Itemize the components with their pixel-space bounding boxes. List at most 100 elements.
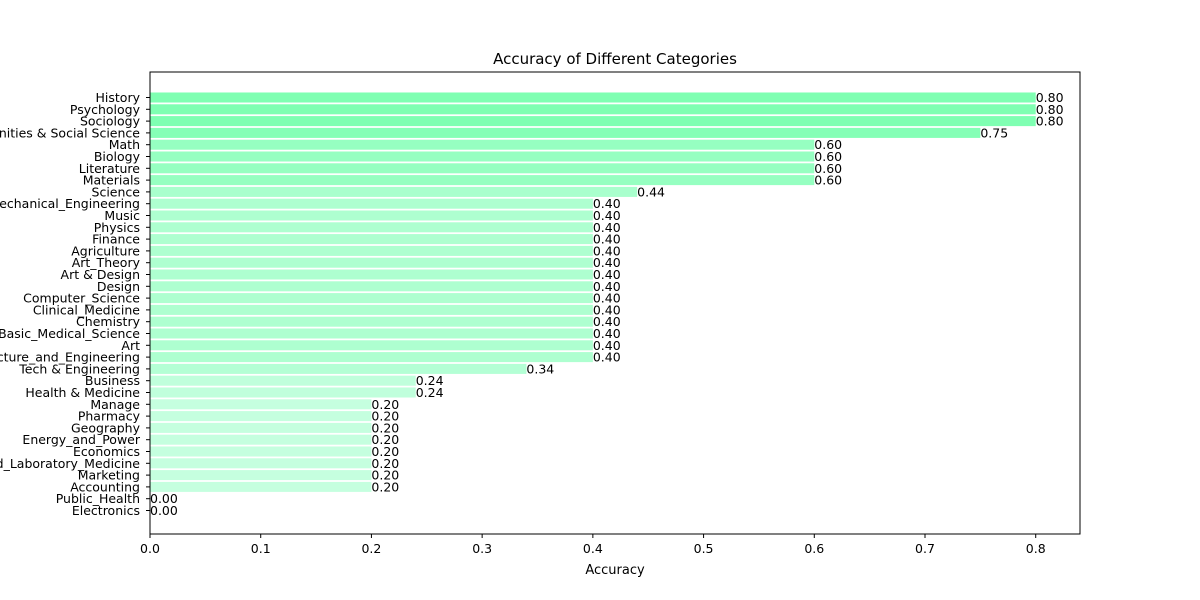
category-label: Electronics [72,503,140,518]
category-label: Computer_Science [23,291,140,306]
x-tick-label: 0.8 [1026,541,1046,556]
category-label: Art [121,338,140,353]
bar-value-label: 0.00 [150,491,178,506]
bar-value-label: 0.75 [980,125,1008,140]
bar-value-label: 0.24 [416,385,444,400]
bar [150,281,593,292]
bar-value-label: 0.20 [371,444,399,459]
bar [150,316,593,327]
bar [150,222,593,233]
bar-value-label: 0.20 [371,409,399,424]
bar-value-label: 0.44 [637,184,665,199]
x-tick-label: 0.2 [361,541,381,556]
category-label: Chemistry [76,314,141,329]
category-label: Tech & Engineering [18,361,140,376]
category-label: Finance [92,232,140,247]
category-label: Science [92,184,141,199]
bar-value-label: 0.20 [371,420,399,435]
category-label: Physics [94,220,140,235]
category-label: Psychology [70,102,141,117]
category-label: Humanities & Social Science [0,125,140,140]
bar [150,352,593,363]
bar-value-label: 0.20 [371,397,399,412]
category-label: Business [85,373,140,388]
x-tick-label: 0.1 [251,541,271,556]
bar [150,210,593,221]
bar [150,104,1036,115]
category-label: Math [109,137,140,152]
bar [150,304,593,315]
category-label: Energy_and_Power [22,432,140,447]
bar-value-label: 0.40 [593,220,621,235]
category-label: Basic_Medical_Science [0,326,140,341]
category-label: Literature [79,161,141,176]
bar-value-label: 0.40 [593,338,621,353]
x-tick-label: 0.4 [583,541,603,556]
bar-value-label: 0.40 [593,267,621,282]
bar [150,399,372,410]
bar [150,458,372,469]
bar-value-label: 0.80 [1036,90,1064,105]
bar-value-label: 0.40 [593,279,621,294]
bar-value-label: 0.60 [814,173,842,188]
bar-value-label: 0.00 [150,503,178,518]
category-label: Materials [83,173,140,188]
bar [150,387,416,398]
bar [150,92,1036,103]
bar [150,293,593,304]
bar [150,245,593,256]
bar-value-label: 0.80 [1036,114,1064,129]
bar [150,411,372,422]
bar [150,186,638,197]
bar [150,328,593,339]
category-label: Geography [71,420,141,435]
category-label: Accounting [70,479,140,494]
bar-value-label: 0.20 [371,479,399,494]
bar [150,257,593,268]
bar-value-label: 0.40 [593,326,621,341]
category-label: Marketing [78,468,140,483]
bar [150,446,372,457]
category-label: Art & Design [61,267,140,282]
bars-group [150,92,1036,492]
value-labels-group: 0.800.800.800.750.600.600.600.600.440.40… [150,90,1064,518]
bar [150,198,593,209]
bar-value-label: 0.40 [593,350,621,365]
bar-value-label: 0.20 [371,432,399,447]
bar [150,470,372,481]
bar-value-label: 0.40 [593,314,621,329]
category-label: Agriculture [71,243,140,258]
category-label: Mechanical_Engineering [0,196,140,211]
category-label: Music [104,208,140,223]
category-label: Public_Health [56,491,140,506]
bar-value-label: 0.40 [593,208,621,223]
category-label: Design [97,279,140,294]
plot-frame [149,71,1081,535]
bar [150,234,593,245]
bar-value-label: 0.40 [593,255,621,270]
bar-value-label: 0.60 [814,161,842,176]
x-tick-label: 0.0 [140,541,160,556]
category-label: History [96,90,141,105]
bar-value-label: 0.40 [593,196,621,211]
bar [150,375,416,386]
x-tick-label: 0.5 [694,541,714,556]
bar [150,340,593,351]
category-labels-group: HistoryPsychologySociologyHumanities & S… [0,90,150,518]
category-label: Biology [94,149,141,164]
bar [150,116,1036,127]
bar [150,481,372,492]
category-label: Economics [73,444,140,459]
bar [150,151,815,162]
bar-value-label: 0.80 [1036,102,1064,117]
x-tick-label: 0.7 [915,541,935,556]
bar-value-label: 0.60 [814,149,842,164]
x-tick-label: 0.3 [472,541,492,556]
bar [150,175,815,186]
bar-value-label: 0.60 [814,137,842,152]
category-label: Architecture_and_Engineering [0,350,140,365]
bar-value-label: 0.40 [593,232,621,247]
category-label: Clinical_Medicine [33,302,140,317]
bar-value-label: 0.24 [416,373,444,388]
category-label: Art_Theory [72,255,141,270]
